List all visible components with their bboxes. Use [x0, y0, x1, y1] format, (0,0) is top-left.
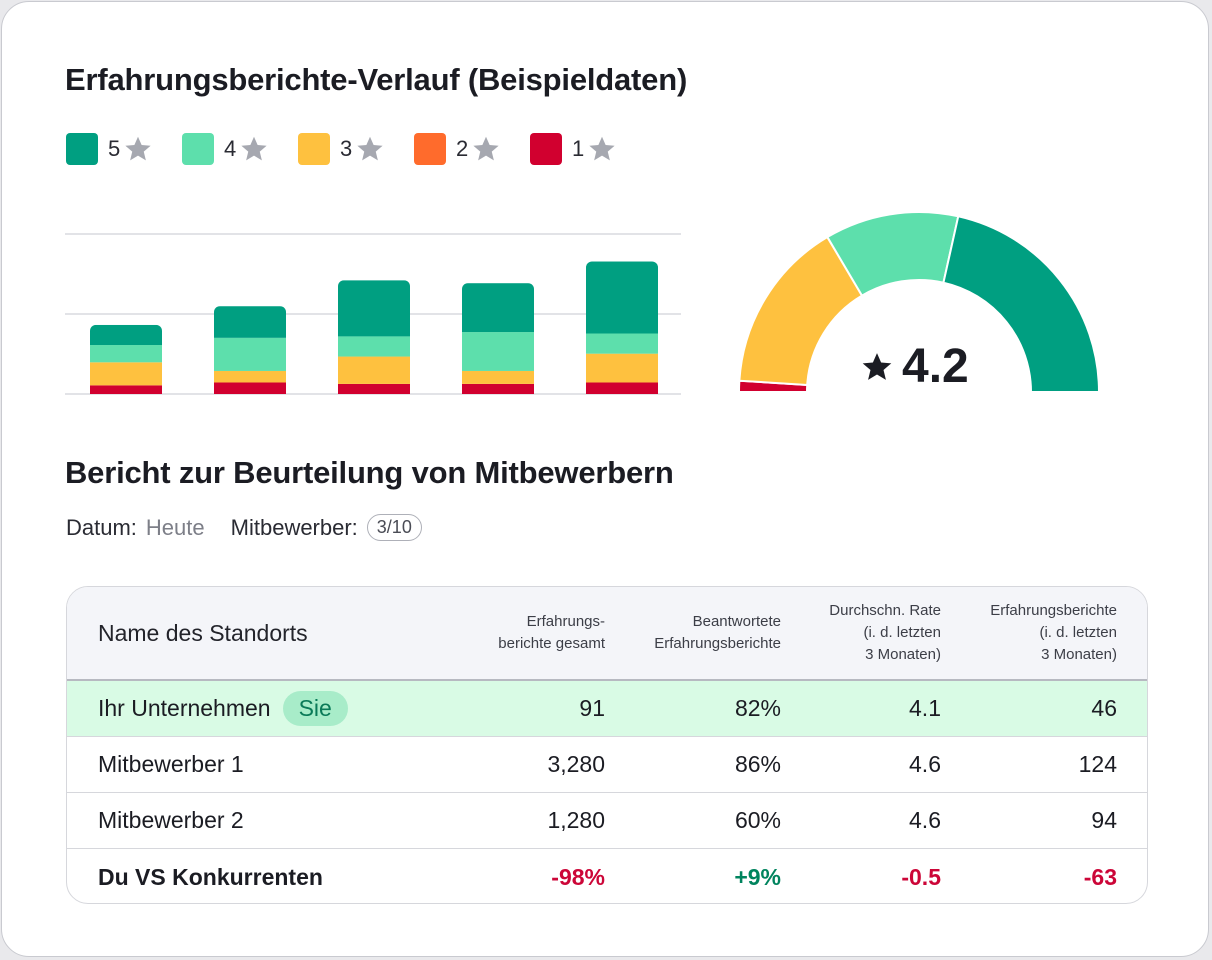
legend-label-1: 1	[572, 136, 585, 161]
bar-segment-3-star	[586, 353, 658, 383]
cell-recent: 124	[1078, 751, 1117, 777]
cell-answered: 60%	[734, 807, 781, 833]
rating-gauge	[737, 211, 1101, 393]
star-icon	[586, 134, 618, 164]
legend-label-3: 3	[340, 136, 353, 161]
date-label: Datum:	[66, 514, 137, 540]
bar-segment-4-star	[90, 345, 162, 363]
bar-segment-1-star	[214, 382, 286, 394]
location-name: Mitbewerber 2	[98, 807, 244, 833]
legend-swatch-2	[414, 133, 446, 165]
col-header-answered: Beantwortete Erfahrungsberichte	[654, 613, 781, 652]
chart-legend: 5 4 3 2 1	[66, 133, 646, 165]
report-filters: Datum: Heute Mitbewerber: 3/10	[66, 514, 422, 541]
cell-total: 91	[579, 695, 605, 721]
bar-segment-1-star	[90, 385, 162, 394]
cell-total: 3,280	[547, 751, 605, 777]
star-icon	[862, 352, 892, 380]
col-header-name: Name des Standorts	[98, 619, 308, 646]
legend-label-5: 5	[108, 136, 121, 161]
bar-stack-3	[338, 280, 410, 394]
bar-segment-1-star	[462, 383, 534, 394]
summary-avg-rate: -0.5	[901, 863, 941, 890]
star-icon	[122, 134, 154, 164]
legend-swatch-4	[182, 133, 214, 165]
stacked-bar-chart	[65, 233, 681, 395]
table-row: Mitbewerber 1 3,280 86% 4.6 124	[67, 737, 1147, 793]
bar-stack-1	[90, 324, 162, 394]
bar-stack-2	[214, 306, 286, 394]
star-icon	[470, 134, 502, 164]
location-name: Ihr Unternehmen Sie	[98, 681, 348, 736]
bar-segment-3-star	[214, 370, 286, 383]
summary-total: -98%	[551, 863, 605, 890]
gauge-segments	[737, 211, 1101, 393]
bar-segment-1-star	[586, 382, 658, 394]
table-header: Name des Standorts Erfahrungs-berichte g…	[67, 587, 1147, 681]
legend-item-3: 3	[298, 133, 414, 165]
bar-segment-4-star	[214, 337, 286, 371]
star-icon	[238, 134, 270, 164]
bar-segment-5-star	[90, 324, 162, 346]
bar-segment-5-star	[586, 261, 658, 334]
bars-group	[90, 261, 658, 394]
bar-segment-5-star	[462, 283, 534, 333]
legend-label-2: 2	[456, 136, 469, 161]
cell-answered: 86%	[734, 751, 781, 777]
bar-segment-3-star	[462, 370, 534, 384]
table-row: Mitbewerber 2 1,280 60% 4.6 94	[67, 793, 1147, 849]
bar-segment-4-star	[462, 332, 534, 371]
summary-label: Du VS Konkurrenten	[98, 863, 323, 890]
cell-avg-rate: 4.6	[909, 751, 941, 777]
competitor-report-title: Bericht zur Beurteilung von Mitbewerbern	[65, 455, 674, 490]
bar-stack-4	[462, 283, 534, 394]
col-header-avg-rate: Durchschn. Rate (i. d. letzten 3 Monaten)	[829, 602, 941, 663]
legend-item-2: 2	[414, 133, 530, 165]
bar-segment-5-star	[214, 306, 286, 338]
table-row-own-company: Ihr Unternehmen Sie 91 82% 4.1 46	[67, 681, 1147, 737]
competitor-count-pill[interactable]: 3/10	[366, 514, 422, 541]
bar-segment-3-star	[90, 362, 162, 386]
legend-swatch-1	[530, 133, 562, 165]
location-name: Mitbewerber 1	[98, 751, 244, 777]
table-row-summary: Du VS Konkurrenten -98% +9% -0.5 -63	[67, 849, 1147, 903]
legend-item-5: 5	[66, 133, 182, 165]
gauge-segment-5-star	[942, 215, 1101, 393]
cell-answered: 82%	[734, 695, 781, 721]
cell-recent: 94	[1091, 807, 1117, 833]
summary-answered: +9%	[734, 863, 781, 890]
competitor-label: Mitbewerber:	[230, 514, 358, 540]
cell-avg-rate: 4.6	[909, 807, 941, 833]
legend-swatch-5	[66, 133, 98, 165]
legend-swatch-3	[298, 133, 330, 165]
cell-total: 1,280	[547, 807, 605, 833]
history-title: Erfahrungsberichte-Verlauf (Beispieldate…	[65, 62, 688, 97]
bar-segment-1-star	[338, 383, 410, 394]
bar-segment-5-star	[338, 280, 410, 337]
competitor-table: Name des Standorts Erfahrungs-berichte g…	[66, 586, 1148, 904]
you-badge: Sie	[282, 691, 348, 726]
star-icon	[354, 134, 386, 164]
legend-label-4: 4	[224, 136, 237, 161]
average-rating: 4.2	[860, 339, 969, 394]
cell-avg-rate: 4.1	[909, 695, 941, 721]
summary-recent: -63	[1083, 863, 1117, 890]
cell-recent: 46	[1091, 695, 1117, 721]
legend-item-4: 4	[182, 133, 298, 165]
bar-stack-5	[586, 261, 658, 394]
col-header-recent: Erfahrungsberichte (i. d. letzten 3 Monate…	[990, 602, 1117, 663]
date-value[interactable]: Heute	[145, 514, 205, 540]
rating-value: 4.2	[902, 340, 969, 393]
bar-segment-4-star	[338, 336, 410, 357]
legend-item-1: 1	[530, 133, 646, 165]
bar-segment-4-star	[586, 333, 658, 354]
col-header-total: Erfahrungs-berichte gesamt	[498, 613, 605, 652]
bar-segment-3-star	[338, 356, 410, 384]
